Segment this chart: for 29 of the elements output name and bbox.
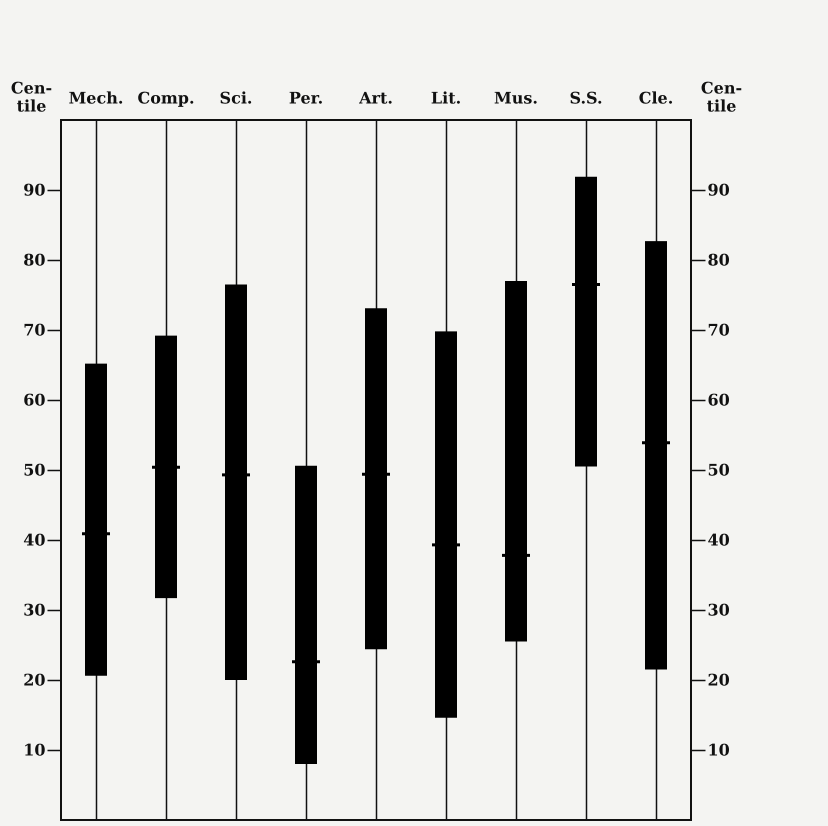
y-tick-label: 60 bbox=[23, 390, 46, 410]
y2-tick-label: 90 bbox=[708, 180, 730, 200]
y2-tick-label: 80 bbox=[708, 250, 730, 270]
x-tick-label: S.S. bbox=[569, 88, 603, 108]
y-tick-label: 20 bbox=[23, 670, 46, 690]
y-axis-title: Cen-tile bbox=[10, 78, 52, 116]
y2-tick-label: 50 bbox=[708, 460, 730, 480]
y-tick-label: 90 bbox=[23, 180, 46, 200]
y-tick-label: 70 bbox=[23, 320, 46, 340]
y2-tick-label: 40 bbox=[708, 530, 730, 550]
x-tick-label: Sci. bbox=[220, 88, 252, 108]
y-tick-label: 80 bbox=[23, 250, 46, 270]
y-tick-label: 10 bbox=[23, 740, 46, 760]
y2-tick-label: 30 bbox=[708, 600, 730, 620]
x-tick-label: Mech. bbox=[68, 88, 124, 108]
x-tick-label: Cle. bbox=[638, 88, 674, 108]
y-tick-label: 50 bbox=[23, 460, 46, 480]
y-tick-label: 30 bbox=[23, 600, 46, 620]
y2-tick-label: 70 bbox=[708, 320, 730, 340]
x-tick-label: Mus. bbox=[494, 88, 538, 108]
y2-axis-title: Cen-tile bbox=[700, 78, 742, 116]
y-tick-label: 40 bbox=[23, 530, 46, 550]
x-tick-label: Per. bbox=[288, 88, 324, 108]
x-tick-label: Comp. bbox=[137, 88, 195, 108]
x-tick-label: Art. bbox=[358, 88, 393, 108]
y2-tick-label: 60 bbox=[708, 390, 730, 410]
y2-tick-label: 20 bbox=[708, 670, 730, 690]
y2-tick-label: 10 bbox=[708, 740, 730, 760]
x-tick-label: Lit. bbox=[430, 88, 462, 108]
